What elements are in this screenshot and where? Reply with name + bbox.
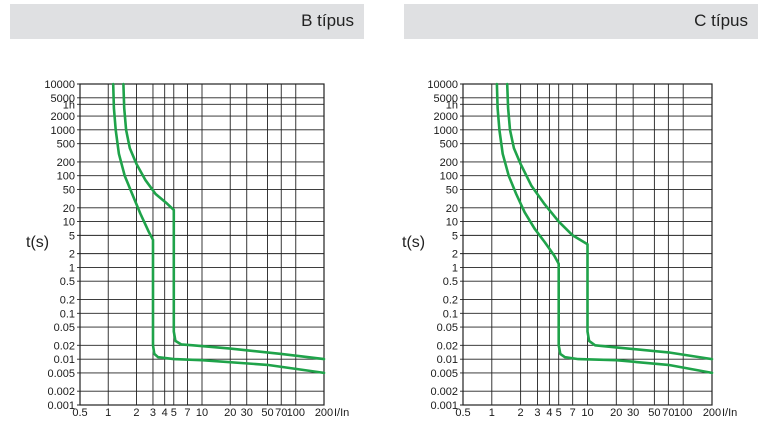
y-tick-label: 2 [452,249,458,261]
x-tick-label: 7 [570,407,576,419]
y-tick-label: 5000 [51,93,75,105]
chart-svg-b: 0.5 1 2 3 4 5 7 10 20 30 50 70 100 2001000050001h2000… [44,79,349,419]
x-tick-label: 20 [610,407,622,419]
y-axis-label-c: t(s) [402,234,426,251]
x-tick-label: 30 [627,407,639,419]
y-tick-label: 0.1 [443,308,458,320]
y-tick-label: 0.5 [60,276,75,288]
chart-panel-c: C típus t(s) 0.5 1 2 3 4 5 7 10 20 30 50 70 100 200 10… [394,0,758,423]
x-tick-label: 100 [674,407,692,419]
y-tick-label: 0.002 [430,386,458,398]
x-tick-label: 10 [581,407,593,419]
x-tick-label: 100 [287,407,305,419]
y-tick-label: 0.001 [430,400,458,412]
y-tick-label: 1 [69,262,75,274]
y-tick-label: 0.02 [437,340,458,352]
y-tick-label: 1 [452,262,458,274]
x-tick-label: 50 [261,407,273,419]
y-tick-label: 0.02 [54,340,75,352]
y-tick-label: 0.1 [60,308,75,320]
x-tick-label: 4 [162,407,168,419]
y-tick-label: 50 [63,185,75,197]
chart-header-c: C típus [404,4,758,39]
series-line-1 [111,82,326,375]
x-tick-label: 0.5 [72,407,87,419]
x-tick-label: 1 [489,407,495,419]
x-tick-label: 1 [105,407,111,419]
x-tick-label: 50 [648,407,660,419]
series-line-2 [122,82,326,361]
y-tick-label: 0.005 [430,368,458,380]
x-tick-label: 70 [275,407,287,419]
x-tick-label: 2 [518,407,524,419]
x-axis-label: I/In [722,407,737,419]
y-tick-label: 5 [69,230,75,242]
chart-title-c: C típus [694,11,748,30]
y-tick-label: 2 [69,249,75,261]
plot-frame [79,83,325,406]
y-tick-label: 1h [446,99,458,111]
y-tick-label: 10000 [44,79,75,91]
y-tick-label: 0.005 [47,368,75,380]
y-tick-label: 2000 [51,111,75,123]
x-tick-label: 30 [241,407,253,419]
chart-title-b: B típus [301,11,354,30]
chart-panel-b: B típus t(s) 0.5 1 2 3 4 5 7 10 20 30 50 70 100 200 10… [0,0,364,423]
y-tick-label: 0.01 [54,354,75,366]
x-tick-label: 3 [534,407,540,419]
y-tick-label: 2000 [434,111,458,123]
y-tick-label: 500 [440,139,458,151]
x-tick-label: 2 [133,407,139,419]
x-tick-label: 10 [196,407,208,419]
y-tick-label: 500 [57,139,75,151]
y-tick-label: 0.002 [47,386,75,398]
y-tick-label: 20 [63,203,75,215]
y-tick-label: 200 [57,157,75,169]
y-tick-label: 20 [446,203,458,215]
y-tick-label: 0.2 [60,294,75,306]
chart-header-b: B típus [10,4,364,39]
x-tick-label: 0.5 [455,407,470,419]
x-tick-label: 5 [556,407,562,419]
y-tick-label: 50 [446,185,458,197]
chart-svg-c: 0.5 1 2 3 4 5 7 10 20 30 50 70 100 2001000050001h2000… [427,79,737,419]
plot-frame [462,83,713,406]
x-tick-label: 5 [171,407,177,419]
series-line-2 [505,82,714,361]
y-tick-label: 0.01 [437,354,458,366]
series-line-1 [495,82,714,375]
y-tick-label: 100 [440,171,458,183]
y-tick-label: 100 [57,171,75,183]
x-axis-label: I/In [334,407,349,419]
y-tick-label: 200 [440,157,458,169]
y-tick-label: 5000 [434,93,458,105]
x-tick-label: 3 [150,407,156,419]
y-tick-label: 0.05 [54,322,75,334]
y-tick-label: 1000 [434,125,458,137]
x-tick-label: 200 [315,407,333,419]
x-tick-label: 20 [224,407,236,419]
y-tick-label: 0.05 [437,322,458,334]
x-tick-label: 200 [703,407,721,419]
y-tick-label: 0.2 [443,294,458,306]
x-tick-label: 7 [184,407,190,419]
y-axis-label-b: t(s) [26,234,50,251]
x-tick-label: 70 [662,407,674,419]
y-tick-label: 1h [63,99,75,111]
y-tick-label: 0.5 [443,276,458,288]
y-tick-label: 0.001 [47,400,75,412]
y-tick-label: 10000 [427,79,458,91]
y-tick-label: 5 [452,230,458,242]
x-tick-label: 4 [546,407,552,419]
y-tick-label: 10 [446,217,458,229]
y-tick-label: 1000 [51,125,75,137]
y-tick-label: 10 [63,217,75,229]
